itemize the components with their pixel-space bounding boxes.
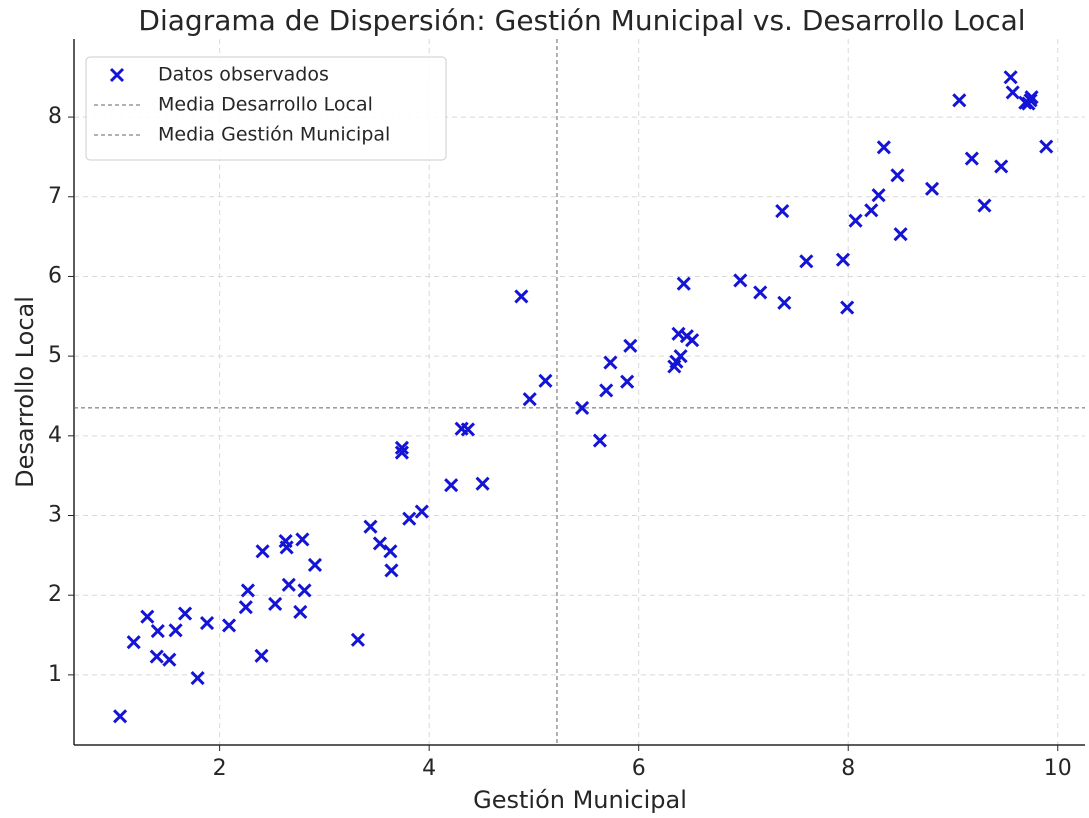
scatter-point [394, 445, 409, 460]
scatter-point [238, 600, 253, 615]
scatter-point [168, 623, 183, 638]
scatter-point [363, 519, 378, 534]
x-tick-label: 10 [1044, 756, 1072, 781]
scatter-point [162, 652, 177, 667]
scatter-point [1039, 139, 1054, 154]
scatter-point [514, 289, 529, 304]
scatter-point [848, 213, 863, 228]
scatter-point [384, 563, 399, 578]
scatter-point [281, 577, 296, 592]
scatter-point [775, 204, 790, 219]
scatter-point [890, 168, 905, 183]
scatter-point [871, 188, 886, 203]
scatter-point [620, 374, 635, 389]
scatter-point [254, 648, 269, 663]
scatter-point [592, 433, 607, 448]
scatter-point [994, 159, 1009, 174]
scatter-point [1021, 96, 1036, 111]
scatter-point [777, 295, 792, 310]
y-tick-label: 6 [48, 263, 62, 288]
scatter-point [126, 635, 141, 650]
x-tick-label: 4 [422, 756, 436, 781]
scatter-point [444, 478, 459, 493]
scatter-point [350, 632, 365, 647]
legend-box [85, 56, 447, 161]
scatter-point [279, 540, 294, 555]
y-tick-label: 2 [48, 582, 62, 607]
scatter-point [221, 618, 237, 633]
y-axis-label: Desarrollo Local [11, 296, 39, 488]
x-tick-label: 6 [632, 756, 646, 781]
scatter-point [150, 623, 165, 639]
scatter-point [685, 333, 700, 348]
legend-label: Media Desarrollo Local [158, 94, 373, 116]
x-tick-label: 2 [213, 756, 227, 781]
scatter-point [372, 536, 387, 551]
scatter-point [240, 583, 255, 598]
scatter-point [1003, 70, 1018, 85]
legend-label: Media Gestión Municipal [158, 124, 390, 146]
scatter-point [268, 596, 283, 612]
scatter-point [733, 273, 748, 288]
scatter-point [676, 276, 691, 291]
scatter-point [475, 476, 490, 491]
scatter-point [199, 616, 215, 631]
scatter-point [538, 373, 553, 388]
scatter-point [599, 383, 614, 398]
scatter-point [835, 252, 851, 267]
legend-marker [109, 67, 125, 83]
x-tick-label: 8 [841, 756, 855, 781]
scatter-point [876, 140, 891, 155]
scatter-point [952, 93, 967, 108]
scatter-point [977, 198, 992, 213]
scatter-point [383, 544, 398, 559]
scatter-point [673, 349, 688, 364]
chart-title: Diagrama de Dispersión: Gestión Municipa… [138, 4, 1025, 37]
y-tick-label: 5 [48, 343, 62, 368]
y-tick-label: 3 [48, 503, 62, 528]
scatter-point [295, 532, 310, 547]
y-tick-label: 4 [48, 423, 62, 448]
scatter-point [864, 203, 879, 218]
scatter-point [924, 181, 940, 196]
scatter-point [149, 649, 164, 664]
legend-label: Datos observados [158, 64, 329, 86]
scatter-point [255, 544, 270, 559]
scatter-point [113, 709, 128, 724]
scatter-point [297, 583, 312, 598]
x-axis-label: Gestión Municipal [473, 786, 687, 814]
scatter-point [190, 671, 205, 686]
scatter-point [575, 400, 590, 415]
scatter-point [893, 227, 908, 242]
scatter-point [460, 422, 475, 437]
y-tick-label: 1 [48, 662, 62, 687]
scatter-point [799, 254, 814, 269]
scatter-point [753, 285, 768, 300]
scatter-point [402, 511, 417, 526]
scatter-point [840, 300, 855, 315]
scatter-point [293, 604, 308, 619]
scatter-point [603, 355, 618, 370]
scatter-point [623, 338, 638, 353]
scatter-point [140, 609, 155, 624]
y-tick-label: 8 [48, 104, 62, 129]
scatter-point [1005, 85, 1020, 100]
scatter-point [964, 151, 979, 166]
scatter-point [414, 504, 429, 519]
y-tick-label: 7 [48, 184, 62, 209]
scatter-point [307, 557, 323, 572]
scatter-point [394, 440, 409, 455]
scatter-point [177, 606, 193, 621]
scatter-point [522, 392, 537, 407]
